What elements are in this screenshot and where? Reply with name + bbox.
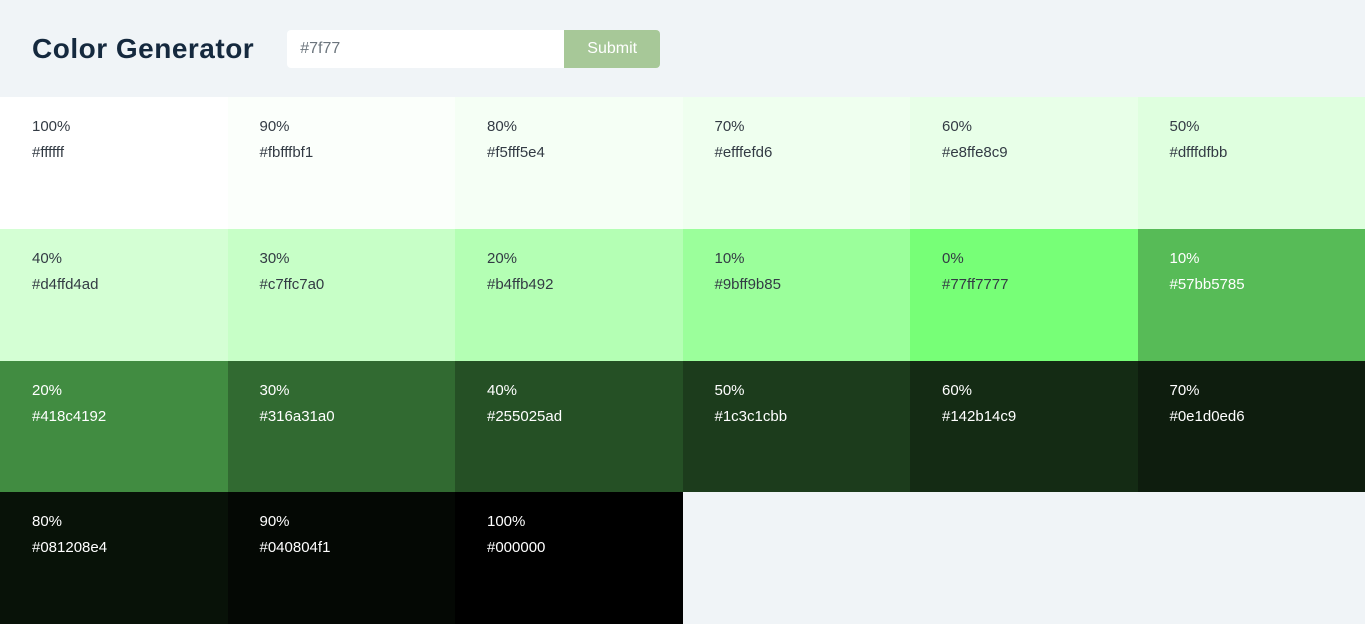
swatch-hex-label: #b4ffb492 — [487, 275, 554, 293]
swatch-hex-label: #142b14c9 — [942, 407, 1017, 425]
swatch-percent-label: 80% — [32, 513, 63, 531]
swatch-316a31a0[interactable]: 30% #316a31a0 — [227, 360, 455, 493]
swatch-percent-label: 70% — [1169, 381, 1200, 399]
swatch-hex-label: #040804f1 — [259, 539, 331, 557]
swatch-percent-label: 40% — [487, 381, 518, 399]
swatch-hex-label: #316a31a0 — [259, 407, 335, 425]
swatch-hex-label: #9bff9b85 — [714, 275, 781, 293]
swatch-percent-label: 60% — [942, 381, 973, 399]
hex-color-input[interactable] — [287, 29, 565, 68]
swatch-percent-label: 90% — [259, 118, 290, 135]
swatch-040804f1[interactable]: 90% #040804f1 — [227, 492, 455, 624]
swatch-percent-label: 100% — [32, 118, 71, 135]
page-title: Color Generator — [32, 32, 255, 64]
swatch-percent-label: 100% — [487, 513, 526, 531]
swatch-percent-label: 40% — [32, 249, 63, 267]
swatch-hex-label: #000000 — [487, 539, 546, 557]
swatch-hex-label: #dfffdfbb — [1169, 144, 1228, 161]
swatch-e8ffe8c9[interactable]: 60% #e8ffe8c9 — [910, 97, 1138, 229]
swatch-000000[interactable]: 100% #000000 — [455, 492, 683, 624]
swatch-percent-label: 30% — [259, 249, 290, 267]
swatch-percent-label: 50% — [1169, 118, 1200, 135]
swatch-percent-label: 20% — [32, 381, 63, 399]
swatch-hex-label: #fbfffbf1 — [259, 144, 314, 161]
swatch-hex-label: #57bb5785 — [1169, 275, 1245, 293]
swatch-1c3c1cbb[interactable]: 50% #1c3c1cbb — [682, 360, 910, 493]
app-header: Color Generator Submit — [0, 0, 1365, 97]
swatch-hex-label: #255025ad — [487, 407, 563, 425]
swatch-hex-label: #0e1d0ed6 — [1169, 407, 1245, 425]
swatch-percent-label: 50% — [714, 381, 745, 399]
swatch-57bb5785[interactable]: 10% #57bb5785 — [1137, 228, 1365, 361]
swatch-percent-label: 30% — [259, 381, 290, 399]
swatch-hex-label: #d4ffd4ad — [32, 275, 99, 293]
swatch-hex-label: #418c4192 — [32, 407, 107, 425]
swatch-percent-label: 0% — [942, 249, 964, 267]
swatch-efffefd6[interactable]: 70% #efffefd6 — [682, 97, 910, 229]
swatch-255025ad[interactable]: 40% #255025ad — [455, 360, 683, 493]
swatch-percent-label: 70% — [714, 118, 745, 135]
swatch-hex-label: #ffffff — [32, 144, 64, 161]
swatch-percent-label: 80% — [487, 118, 518, 135]
swatch-grid: 100% #ffffff 90% #fbfffbf1 80% #f5fff5e4 70% #e… — [0, 97, 1365, 624]
swatch-hex-label: #e8ffe8c9 — [942, 144, 1008, 161]
swatch-hex-label: #1c3c1cbb — [714, 407, 788, 425]
submit-button[interactable]: Submit — [564, 29, 661, 68]
swatch-b4ffb492[interactable]: 20% #b4ffb492 — [455, 228, 683, 361]
swatch-hex-label: #f5fff5e4 — [487, 144, 545, 161]
swatch-hex-label: #c7ffc7a0 — [259, 275, 325, 293]
swatch-142b14c9[interactable]: 60% #142b14c9 — [910, 360, 1138, 493]
swatch-hex-label: #efffefd6 — [714, 144, 773, 161]
swatch-percent-label: 90% — [259, 513, 290, 531]
swatch-77ff7777[interactable]: 0% #77ff7777 — [910, 228, 1138, 361]
color-input-group: Submit — [287, 29, 661, 68]
swatch-d4ffd4ad[interactable]: 40% #d4ffd4ad — [0, 228, 228, 361]
swatch-percent-label: 20% — [487, 249, 518, 267]
swatch-418c4192[interactable]: 20% #418c4192 — [0, 360, 228, 493]
swatch-hex-label: #081208e4 — [32, 539, 108, 557]
swatch-dfffdfbb[interactable]: 50% #dfffdfbb — [1137, 97, 1365, 229]
swatch-fbfffbf1[interactable]: 90% #fbfffbf1 — [227, 97, 455, 229]
swatch-9bff9b85[interactable]: 10% #9bff9b85 — [682, 228, 910, 361]
swatch-0e1d0ed6[interactable]: 70% #0e1d0ed6 — [1137, 360, 1365, 493]
swatch-percent-label: 60% — [942, 118, 973, 135]
swatch-hex-label: #77ff7777 — [942, 275, 1009, 293]
swatch-081208e4[interactable]: 80% #081208e4 — [0, 492, 228, 624]
swatch-percent-label: 10% — [1169, 249, 1200, 267]
swatch-ffffff[interactable]: 100% #ffffff — [0, 97, 228, 229]
swatch-f5fff5e4[interactable]: 80% #f5fff5e4 — [455, 97, 683, 229]
swatch-percent-label: 10% — [714, 249, 745, 267]
swatch-c7ffc7a0[interactable]: 30% #c7ffc7a0 — [227, 228, 455, 361]
